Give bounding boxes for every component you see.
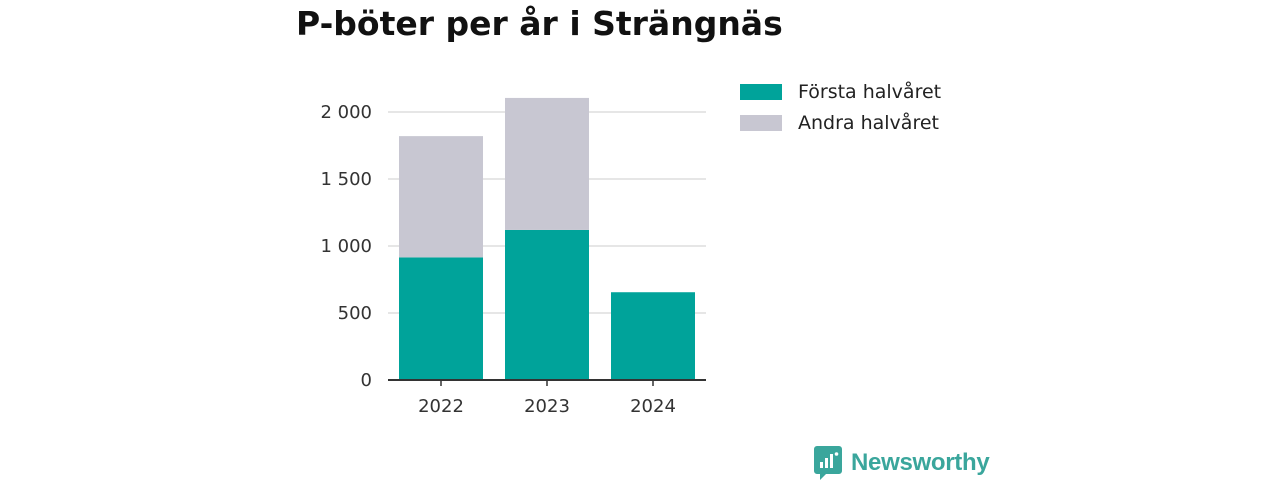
legend-swatch-forsta-halvaret <box>740 83 782 100</box>
y-tick-label-0: 0 <box>361 370 372 391</box>
chart-legend: Första halvåret Andra halvåret <box>740 76 941 138</box>
bar-2024-series-1 <box>611 292 695 380</box>
legend-label-forsta-halvaret: Första halvåret <box>798 80 942 103</box>
newsworthy-brand-name: Newsworthy <box>851 449 990 476</box>
bar-2023-series-1 <box>505 229 589 380</box>
x-tick-label-2024: 2024 <box>630 396 676 417</box>
y-tick-label-2000: 2 000 <box>320 102 372 123</box>
bar-2022-series-1 <box>399 257 483 380</box>
x-tick-label-2022: 2022 <box>418 396 464 417</box>
bar-2023-series-2 <box>505 97 589 230</box>
newsworthy-branding: Newsworthy <box>814 446 990 480</box>
chart-title: P-böter per år i Strängnäs <box>296 4 783 43</box>
legend-item-andra-halvaret: Andra halvåret <box>740 107 941 138</box>
bar-2022-series-2 <box>399 136 483 258</box>
legend-swatch-andra-halvaret <box>740 114 782 131</box>
legend-label-andra-halvaret: Andra halvåret <box>798 111 939 134</box>
x-tick-label-2023: 2023 <box>524 396 570 417</box>
y-tick-label-1500: 1 500 <box>320 169 372 190</box>
newsworthy-logo-icon <box>814 446 842 480</box>
y-tick-label-1000: 1 000 <box>320 236 372 257</box>
y-tick-label-500: 500 <box>338 303 372 324</box>
legend-item-forsta-halvaret: Första halvåret <box>740 76 941 107</box>
